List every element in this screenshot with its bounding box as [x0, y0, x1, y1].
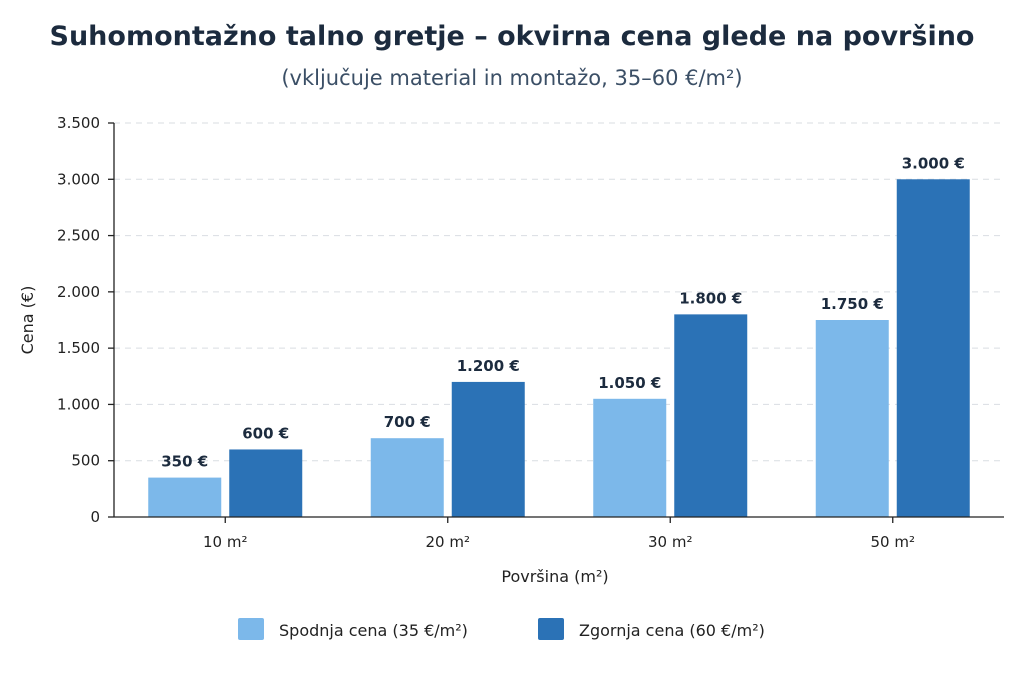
y-tick-label: 2.500: [57, 227, 100, 245]
y-tick-label: 1.000: [57, 395, 100, 413]
data-labels: 350 € 600 € 700 € 1.200 € 1.050 € 1.800 € 1.75…: [161, 154, 965, 470]
bar-upper-price: [229, 449, 303, 517]
x-tick-label: 30 m²: [648, 533, 692, 551]
data-label-upper-price: 600 €: [242, 424, 289, 442]
bar-lower-price: [593, 398, 667, 517]
data-label-upper-price: 3.000 €: [902, 154, 965, 172]
bar-lower-price: [370, 438, 444, 517]
x-axis-title: Površina (m²): [501, 567, 608, 586]
bar-lower-price: [815, 320, 889, 517]
bar-lower-price: [148, 477, 222, 517]
chart-title: Suhomontažno talno gretje – okvirna cena…: [50, 21, 975, 52]
grid-lines: [114, 122, 1004, 462]
x-tick-label: 10 m²: [203, 533, 247, 551]
bar-upper-price: [451, 381, 525, 517]
x-axis-ticks: 10 m² 20 m² 30 m² 50 m²: [203, 517, 915, 551]
legend-label-upper: Zgornja cena (60 €/m²): [579, 621, 765, 640]
data-label-upper-price: 1.200 €: [457, 357, 520, 375]
x-tick-label: 20 m²: [426, 533, 470, 551]
y-tick-label: 2.000: [57, 283, 100, 301]
y-tick-label: 3.500: [57, 114, 100, 132]
data-label-lower-price: 1.750 €: [821, 295, 884, 313]
legend: Spodnja cena (35 €/m²) Zgornja cena (60 …: [238, 618, 765, 640]
y-axis-ticks: 0 500 1.000 1.500 2.000 2.500 3.000 3.500: [57, 114, 114, 526]
x-tick-label: 50 m²: [871, 533, 915, 551]
bar-upper-price: [896, 179, 970, 518]
y-tick-label: 3.000: [57, 170, 100, 188]
y-axis-title: Cena (€): [18, 286, 37, 355]
data-label-lower-price: 700 €: [384, 413, 431, 431]
legend-swatch-upper: [538, 618, 564, 640]
data-label-lower-price: 350 €: [161, 453, 208, 471]
data-label-upper-price: 1.800 €: [679, 289, 742, 307]
legend-swatch-lower: [238, 618, 264, 640]
y-tick-label: 0: [90, 508, 100, 526]
legend-label-lower: Spodnja cena (35 €/m²): [279, 621, 468, 640]
bars: [148, 179, 970, 518]
y-tick-label: 500: [71, 452, 100, 470]
chart-subtitle: (vključuje material in montažo, 35–60 €/…: [281, 66, 742, 90]
data-label-lower-price: 1.050 €: [598, 374, 661, 392]
y-tick-label: 1.500: [57, 339, 100, 357]
bar-upper-price: [674, 314, 748, 517]
